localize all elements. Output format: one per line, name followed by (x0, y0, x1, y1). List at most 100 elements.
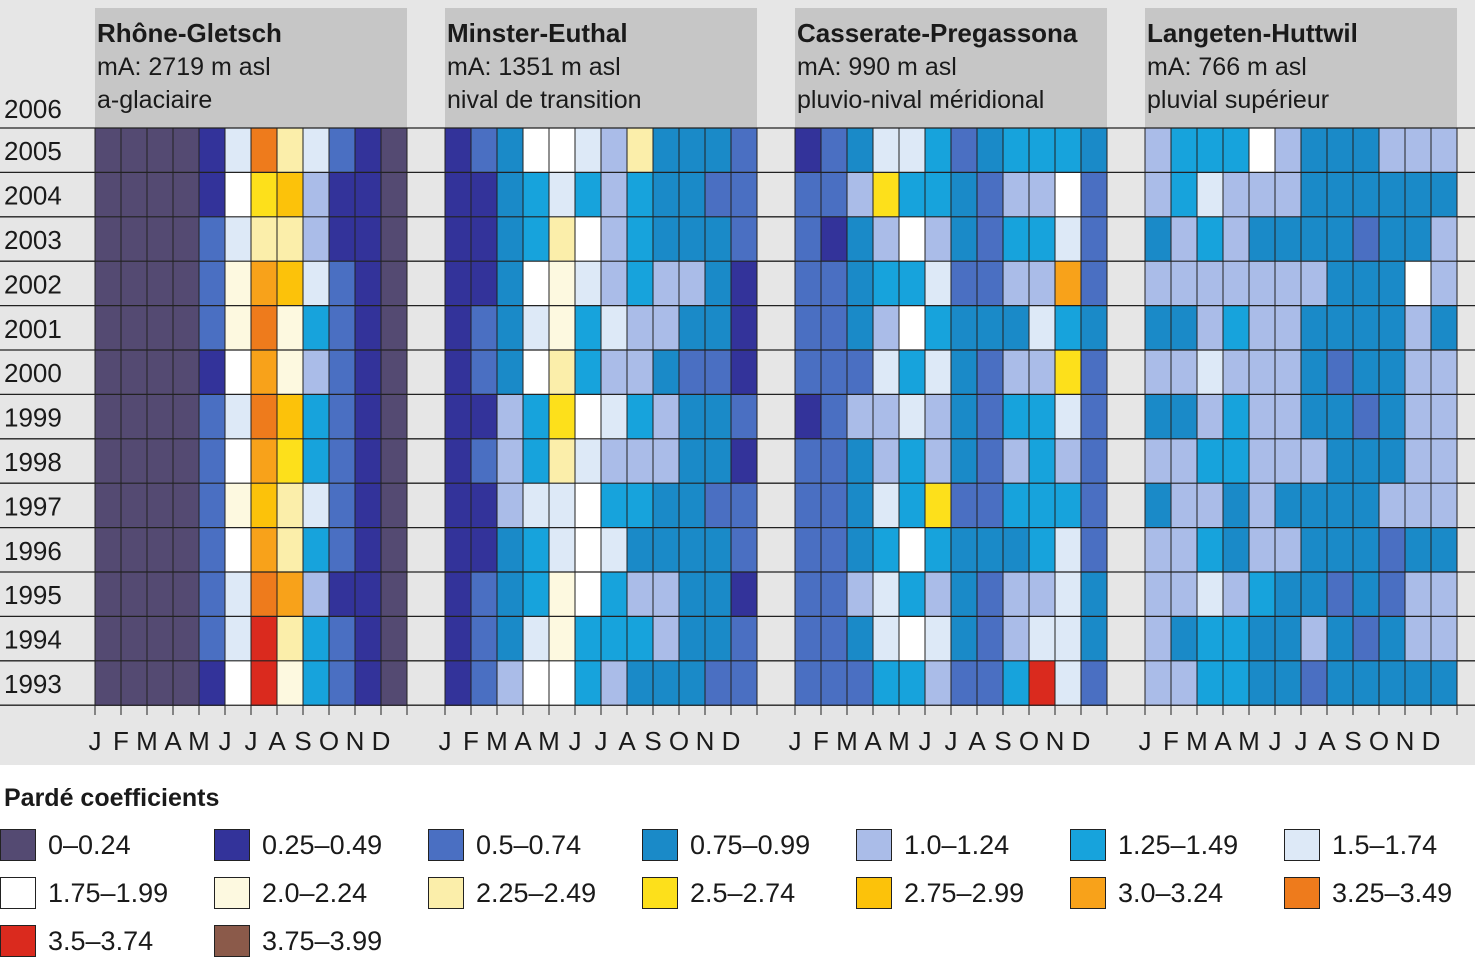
heatmap-cell (471, 438, 498, 484)
heatmap-cell (1171, 572, 1198, 617)
heatmap-cell (899, 527, 926, 573)
heatmap-cell (147, 172, 174, 218)
heatmap-cell (705, 216, 732, 262)
heatmap-cell (705, 660, 732, 706)
month-tick-label: A (864, 726, 882, 756)
month-tick-label: J (1295, 726, 1308, 756)
month-tick-label: S (294, 726, 311, 756)
heatmap-cell (147, 438, 174, 484)
heatmap-cell (121, 305, 148, 351)
heatmap-cell (303, 438, 330, 484)
heatmap-cell (1327, 394, 1354, 440)
heatmap-cell (627, 527, 654, 573)
heatmap-cell (1353, 572, 1380, 617)
heatmap-cell (1275, 483, 1302, 529)
heatmap-cell (1301, 660, 1328, 706)
heatmap-cell (1353, 527, 1380, 573)
heatmap-cell (1431, 216, 1458, 262)
heatmap-cell (795, 261, 822, 307)
heatmap-cell (1055, 660, 1082, 706)
heatmap-cell (549, 527, 576, 573)
heatmap-cell (575, 394, 602, 440)
heatmap-cell (251, 172, 278, 218)
heatmap-cell (199, 261, 226, 307)
heatmap-cell (731, 261, 758, 307)
month-tick-label: J (89, 726, 102, 756)
heatmap-cell (329, 527, 356, 573)
heatmap-cell (1405, 305, 1432, 351)
heatmap-cell (147, 483, 174, 529)
heatmap-cell (1029, 483, 1056, 529)
heatmap-cell (549, 261, 576, 307)
heatmap-cell (1379, 527, 1406, 573)
heatmap-cell (1055, 527, 1082, 573)
heatmap-cell (225, 261, 252, 307)
heatmap-cell (1353, 483, 1380, 529)
month-tick-label: S (644, 726, 661, 756)
month-tick-label: M (888, 726, 910, 756)
heatmap-cell (1405, 394, 1432, 440)
heatmap-cell (303, 660, 330, 706)
heatmap-cell (1081, 128, 1108, 173)
heatmap-cell (549, 483, 576, 529)
heatmap-cell (225, 572, 252, 617)
heatmap-cell (1003, 572, 1030, 617)
heatmap-cell (847, 660, 874, 706)
heatmap-cell (977, 172, 1004, 218)
heatmap-cell (1249, 128, 1276, 173)
heatmap-cell (1275, 438, 1302, 484)
month-tick-label: M (836, 726, 858, 756)
heatmap-cell (1003, 438, 1030, 484)
month-tick-label: O (669, 726, 689, 756)
heatmap-cell (1029, 616, 1056, 662)
legend-label: 2.5–2.74 (690, 877, 796, 908)
heatmap-cell (121, 261, 148, 307)
month-tick-label: J (439, 726, 452, 756)
heatmap-cell (821, 394, 848, 440)
heatmap-cell (1249, 527, 1276, 573)
legend-swatch (0, 877, 36, 909)
heatmap-cell (575, 572, 602, 617)
heatmap-cell (497, 216, 524, 262)
heatmap-cell (847, 616, 874, 662)
legend-label: 2.75–2.99 (904, 877, 1025, 908)
heatmap-cell (523, 572, 550, 617)
heatmap-cell (173, 527, 200, 573)
heatmap-cell (1301, 438, 1328, 484)
heatmap-cell (523, 305, 550, 351)
heatmap-cell (445, 660, 472, 706)
heatmap-cell (147, 216, 174, 262)
heatmap-cell (1379, 128, 1406, 173)
heatmap-cell (873, 172, 900, 218)
heatmap-cell (445, 350, 472, 395)
heatmap-cell (1197, 305, 1224, 351)
heatmap-cell (705, 305, 732, 351)
heatmap-cell (705, 172, 732, 218)
heatmap-cell (225, 527, 252, 573)
heatmap-cell (847, 305, 874, 351)
heatmap-cell (147, 616, 174, 662)
legend-swatch (1284, 829, 1320, 861)
heatmap-cell (899, 216, 926, 262)
heatmap-cell (601, 216, 628, 262)
month-tick-label: O (319, 726, 339, 756)
heatmap-cell (627, 483, 654, 529)
heatmap-cell (1029, 261, 1056, 307)
heatmap-cell (1353, 216, 1380, 262)
legend-item: 2.0–2.24 (214, 876, 367, 910)
heatmap-cell (1327, 527, 1354, 573)
year-label-1997: 1997 (4, 491, 62, 521)
heatmap-cell (1379, 660, 1406, 706)
legend-swatch (214, 829, 250, 861)
month-tick-label: O (1019, 726, 1039, 756)
heatmap-cell (497, 350, 524, 395)
legend-label: 1.25–1.49 (1118, 829, 1239, 860)
heatmap-cell (329, 572, 356, 617)
month-tick-label: A (268, 726, 286, 756)
heatmap-cell (795, 394, 822, 440)
heatmap-cell (445, 572, 472, 617)
heatmap-cell (1029, 660, 1056, 706)
month-tick-label: O (1369, 726, 1389, 756)
heatmap-cell (679, 394, 706, 440)
heatmap-cell (549, 350, 576, 395)
